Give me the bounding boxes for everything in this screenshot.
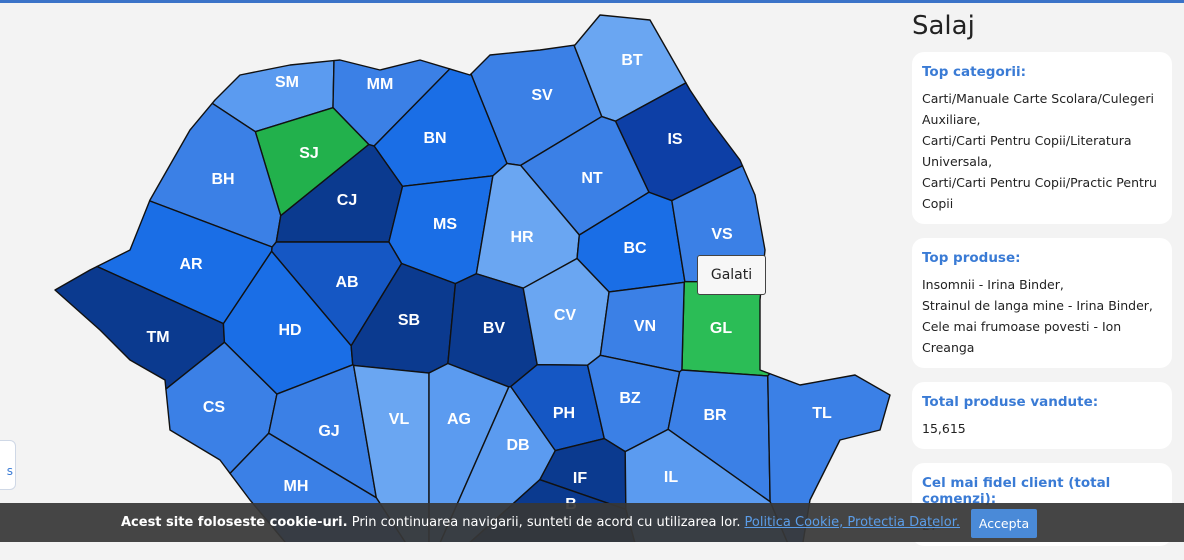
cookie-text: Prin continuarea navigarii, sunteti de a… <box>351 515 741 530</box>
info-card: Top categorii: Carti/Manuale Carte Scolar… <box>912 52 1172 224</box>
county-label: HR <box>510 229 534 246</box>
county-label: BH <box>211 171 234 188</box>
county-label: BZ <box>619 390 641 407</box>
county-label: BN <box>423 130 446 147</box>
info-card: Top produse: Insomnii - Irina Binder, Stra… <box>912 238 1172 368</box>
county-label: IF <box>573 470 587 487</box>
cookie-message: Acest site foloseste cookie-uri. Prin co… <box>0 503 960 542</box>
cookie-banner: Acest site foloseste cookie-uri. Prin co… <box>0 503 1184 542</box>
county-label: VL <box>389 411 410 428</box>
county-label: DB <box>506 437 529 454</box>
county-label: BT <box>621 52 643 69</box>
county-label: MS <box>433 216 457 233</box>
county-label: IL <box>664 469 678 486</box>
card-line: Insomnii - Irina Binder, <box>922 277 1064 292</box>
county-label: GJ <box>318 423 339 440</box>
card-line: Strainul de langa mine - Irina Binder, <box>922 298 1153 313</box>
county-label: VN <box>634 318 656 335</box>
county-label: GL <box>710 320 732 337</box>
county-label: CS <box>203 399 226 416</box>
county-label: VS <box>711 226 733 243</box>
county-label: SV <box>531 87 553 104</box>
card-line: 15,615 <box>922 421 966 436</box>
card-line: Carti/Carti Pentru Copii/Practic Pentru … <box>922 175 1157 211</box>
card-line: Carti/Carti Pentru Copii/Literatura Univ… <box>922 133 1132 169</box>
page: {"map": {"counties": [ {"code": "SM", "c… <box>0 0 1184 546</box>
county-label: PH <box>553 405 575 422</box>
county-label: SB <box>398 312 420 329</box>
county-label: SJ <box>299 145 319 162</box>
county-label: AB <box>335 274 358 291</box>
info-card: Total produse vandute: 15,615 <box>912 382 1172 449</box>
card-line: Carti/Manuale Carte Scolara/Culegeri Aux… <box>922 91 1154 127</box>
side-tab[interactable]: s <box>0 440 16 490</box>
county-label: HD <box>278 322 301 339</box>
county-label: AR <box>179 256 203 273</box>
cookie-lead: Acest site foloseste cookie-uri. <box>120 515 348 530</box>
county-label: MH <box>284 478 309 495</box>
top-bar <box>0 0 1184 3</box>
county-label: NT <box>581 170 603 187</box>
county-label: BV <box>483 320 506 337</box>
county-label: BR <box>703 407 727 424</box>
tooltip: Galati <box>697 255 766 295</box>
card-line: Cele mai frumoase povesti - Ion Creanga <box>922 319 1122 355</box>
card-heading: Top categorii: <box>922 64 1027 80</box>
card-heading: Total produse vandute: <box>922 394 1099 410</box>
county-label: TL <box>812 405 832 422</box>
county-label: MM <box>367 76 394 93</box>
county-label: IS <box>667 131 682 148</box>
cookie-link[interactable]: Politica Cookie, Protectia Datelor. <box>744 515 961 530</box>
county-label: SM <box>275 74 299 91</box>
sidebar: Salaj Top categorii: Carti/Manuale Carte … <box>912 8 1172 560</box>
card-body: Carti/Manuale Carte Scolara/Culegeri Aux… <box>922 88 1162 214</box>
accept-button[interactable]: Accepta <box>971 509 1037 538</box>
county-label: TM <box>146 329 169 346</box>
card-body: Insomnii - Irina Binder, Strainul de lang… <box>922 274 1162 358</box>
card-body: 15,615 <box>922 418 1162 439</box>
county-title: Salaj <box>912 11 975 41</box>
county-label: CV <box>554 307 577 324</box>
card-heading: Top produse: <box>922 250 1021 266</box>
county-label: AG <box>447 411 471 428</box>
county-label: CJ <box>337 192 357 209</box>
county-label: BC <box>623 240 647 257</box>
